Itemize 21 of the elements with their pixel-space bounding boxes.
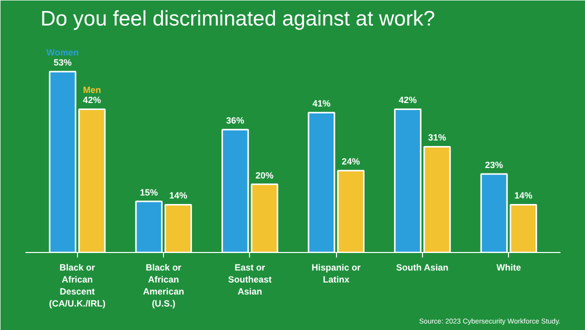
x-tick-label: Black or African American (U.S.)	[143, 262, 184, 308]
data-label: 42%	[82, 95, 101, 106]
data-label: 42%	[398, 95, 417, 106]
x-tick-label: East or Southeast Asian	[228, 262, 272, 296]
data-label: 53%	[54, 58, 72, 68]
data-label: 14%	[514, 190, 532, 201]
data-label: 31%	[428, 132, 446, 143]
data-label: 23%	[485, 160, 504, 170]
data-label: 41%	[312, 98, 330, 109]
x-tick-label: Hispanic or Latinx	[312, 262, 362, 284]
data-label: 14%	[169, 190, 188, 201]
data-label: 36%	[226, 116, 244, 126]
data-label: 24%	[342, 156, 360, 167]
chart-title: Do you feel discriminated against at work?	[40, 8, 436, 30]
x-tick-label: South Asian	[396, 262, 448, 272]
x-tick-label: White	[496, 262, 521, 272]
x-tick-label: Black or African Descent (CA/U.K./IRL)	[49, 262, 106, 308]
data-label: 20%	[256, 170, 274, 180]
data-label: 15%	[140, 187, 158, 198]
series-label: Women	[46, 48, 79, 58]
series-label: Men	[82, 85, 101, 96]
